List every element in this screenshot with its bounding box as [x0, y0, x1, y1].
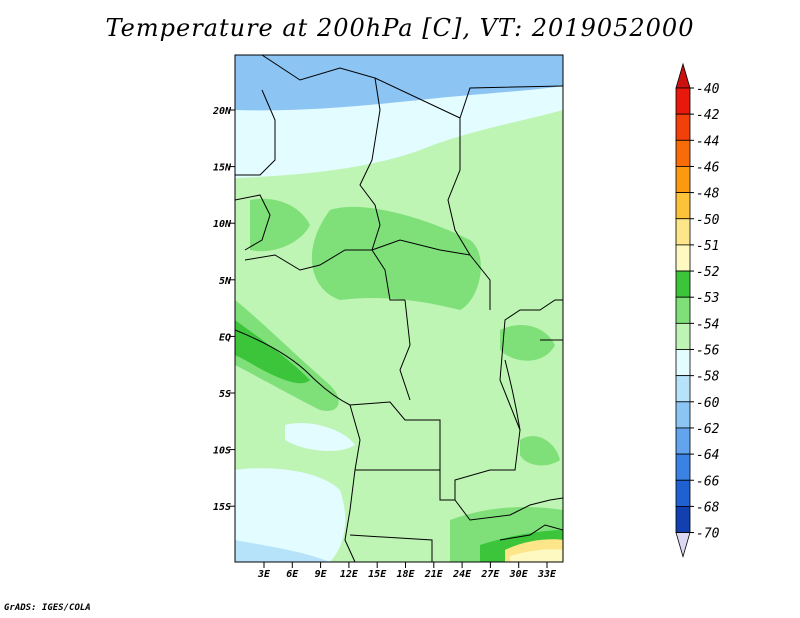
colorbar-label: -56	[696, 344, 720, 359]
latitude-axis: 20N 15N 10N 5N EQ 5S 10S 15S	[212, 106, 235, 513]
colorbar-swatch	[675, 349, 691, 377]
map-frame	[234, 54, 564, 563]
colorbar-label: -50	[696, 213, 720, 228]
colorbar-label: -54	[696, 317, 719, 332]
colorbar-label: -52	[696, 265, 720, 280]
lon-label: 30E	[509, 569, 529, 580]
colorbar-swatch	[675, 166, 691, 193]
lon-label: 27E	[480, 569, 500, 580]
colorbar-swatch	[675, 375, 691, 403]
colorbar-swatch	[675, 479, 691, 507]
colorbar-bottom-arrow	[675, 532, 691, 558]
colorbar-label: -66	[696, 474, 720, 489]
colorbar-label: -58	[696, 370, 720, 385]
colorbar-swatch	[675, 244, 691, 272]
map-title: Temperature at 200hPa [C], VT: 201905200…	[105, 14, 695, 42]
colorbar-swatch	[675, 270, 691, 298]
colorbar-label: -62	[696, 422, 720, 437]
colorbar-label: -60	[696, 396, 720, 411]
colorbar-swatch	[675, 296, 691, 324]
lat-label: EQ	[219, 332, 231, 343]
country-borders	[235, 55, 563, 562]
lon-label: 12E	[340, 569, 359, 580]
lat-label: 10S	[213, 446, 231, 457]
colorbar-swatch	[675, 218, 691, 246]
lon-label: 9E	[315, 569, 328, 580]
colorbar-swatch	[675, 192, 691, 220]
colorbar-label: -51	[696, 239, 719, 254]
lon-label: 6E	[286, 569, 299, 580]
colorbar-top-arrow	[675, 62, 691, 89]
colorbar-label: -40	[696, 82, 720, 97]
credit-text: GrADS: IGES/COLA	[4, 603, 91, 613]
colorbar-label: -46	[696, 160, 720, 175]
colorbar-label: -68	[696, 500, 720, 515]
colorbar-label: -53	[696, 291, 719, 306]
colorbar-label: -70	[696, 527, 720, 542]
lon-label: 21E	[424, 569, 444, 580]
colorbar-swatch	[675, 427, 691, 455]
colorbar-swatch	[675, 113, 691, 141]
colorbar-swatch	[675, 453, 691, 481]
colorbar-label: -64	[696, 448, 719, 463]
colorbar-swatch	[675, 139, 691, 167]
colorbar-label: -42	[696, 108, 720, 123]
lat-label: 5N	[219, 276, 232, 287]
temperature-field	[235, 55, 563, 562]
colorbar-swatch	[675, 401, 691, 429]
lat-label: 15N	[213, 163, 232, 174]
lon-label: 33E	[537, 569, 557, 580]
colorbar-swatch	[675, 322, 691, 350]
longitude-axis: 3E 6E 9E 12E 15E 18E 21E 24E 27E 30E 33E	[257, 562, 557, 580]
lat-label: 10N	[213, 219, 232, 230]
colorbar-label: -44	[696, 134, 719, 149]
lon-label: 18E	[396, 569, 415, 580]
lat-label: 15S	[213, 502, 231, 513]
lon-label: 24E	[452, 569, 472, 580]
colorbar-swatch	[675, 87, 691, 115]
lat-label: 5S	[219, 389, 231, 400]
colorbar-swatch	[675, 505, 691, 533]
lon-label: 15E	[368, 569, 387, 580]
lat-label: 20N	[212, 106, 232, 117]
colorbar-label: -48	[696, 187, 720, 202]
lon-label: 3E	[257, 569, 271, 580]
colorbar: -40 -42 -44 -46 -48 -50 -51 -52 -53 -54 -56 -58 -60 -…	[675, 62, 720, 558]
